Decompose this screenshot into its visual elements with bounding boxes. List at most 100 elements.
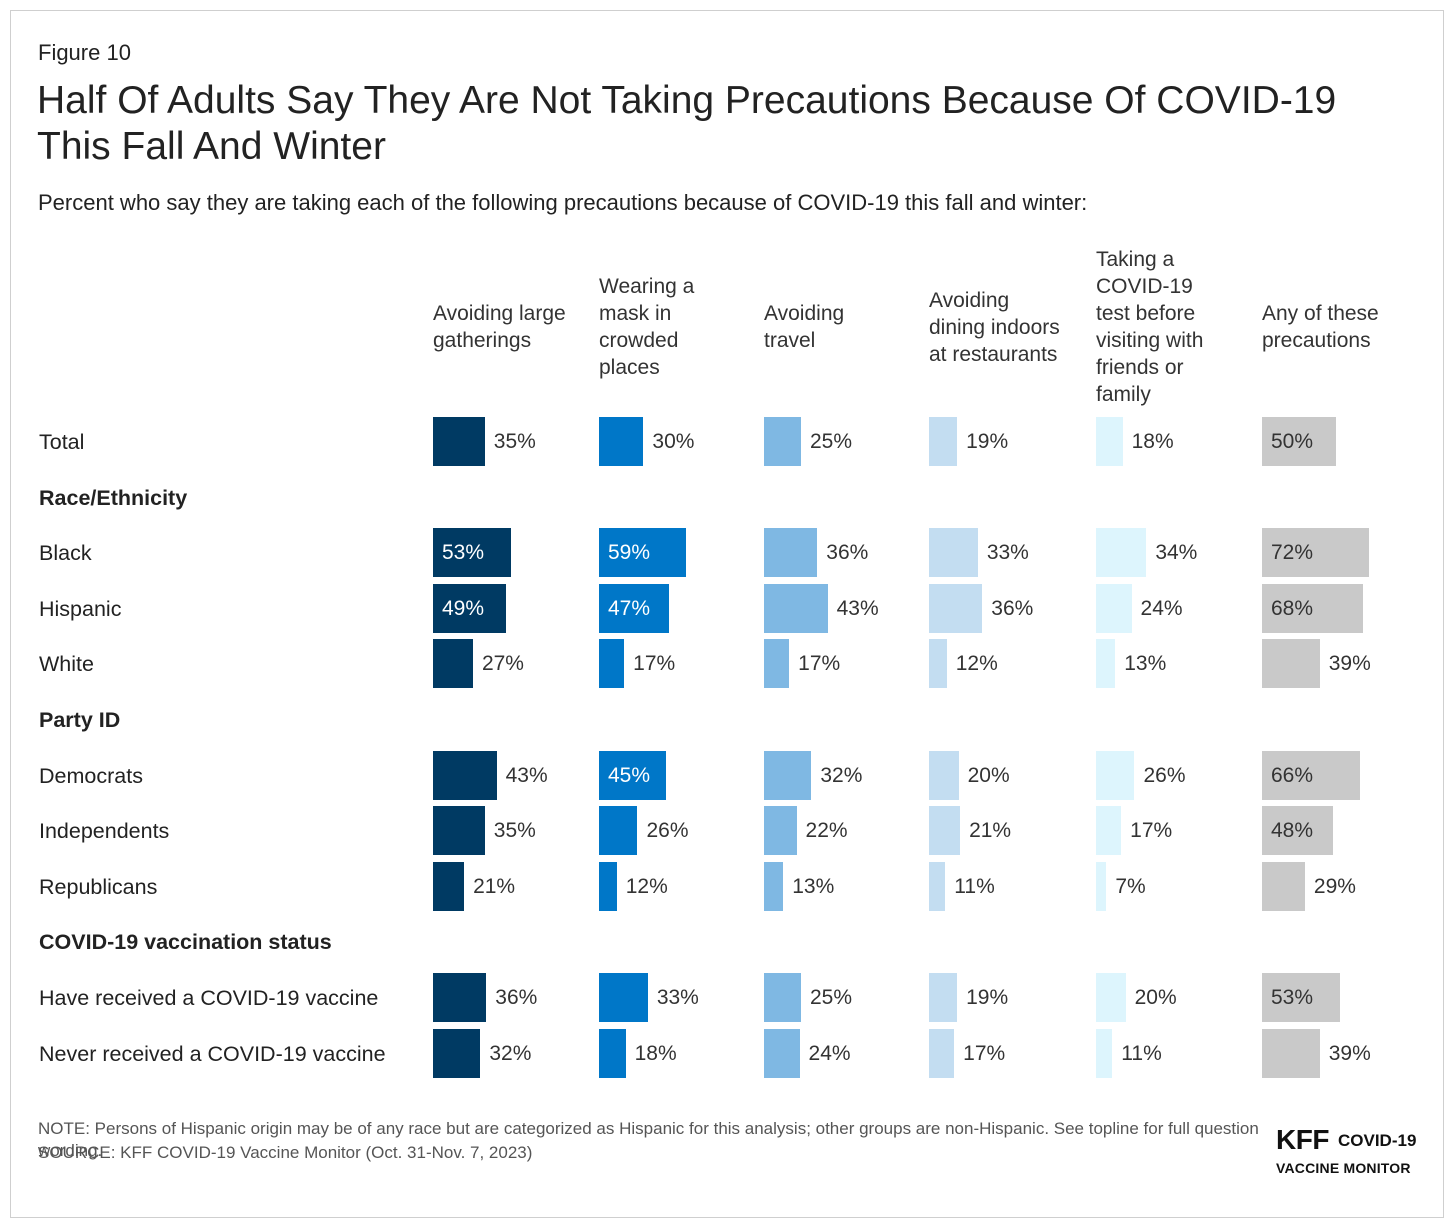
data-label: 43% (837, 596, 879, 622)
data-label: 47% (608, 596, 650, 622)
data-label: 45% (608, 763, 650, 789)
data-label: 33% (657, 985, 699, 1011)
data-label: 12% (626, 874, 668, 900)
bar (1096, 973, 1126, 1022)
row-label: Independents (39, 818, 169, 844)
data-label: 22% (806, 818, 848, 844)
bar (929, 639, 947, 688)
data-label: 12% (956, 651, 998, 677)
data-label: 29% (1314, 874, 1356, 900)
bar (929, 417, 957, 466)
logo-line2: VACCINE MONITOR (1276, 1160, 1411, 1176)
row-label: Republicans (39, 874, 157, 900)
data-label: 33% (987, 540, 1029, 566)
data-label: 34% (1155, 540, 1197, 566)
data-label: 25% (810, 985, 852, 1011)
data-label: 36% (495, 985, 537, 1011)
data-label: 21% (969, 818, 1011, 844)
data-label: 48% (1271, 818, 1313, 844)
data-label: 32% (489, 1041, 531, 1067)
bar (1096, 751, 1134, 800)
data-label: 25% (810, 429, 852, 455)
data-label: 18% (1132, 429, 1174, 455)
bar (433, 417, 485, 466)
data-label: 49% (442, 596, 484, 622)
data-label: 11% (954, 874, 994, 900)
bar (764, 417, 801, 466)
data-label: 24% (809, 1041, 851, 1067)
data-label: 36% (826, 540, 868, 566)
data-label: 26% (1143, 763, 1185, 789)
bar (1096, 639, 1115, 688)
bar (1096, 806, 1121, 855)
data-label: 35% (494, 429, 536, 455)
bar (929, 528, 978, 577)
data-label: 59% (608, 540, 650, 566)
bar (764, 862, 783, 911)
data-label: 35% (494, 818, 536, 844)
group-label: COVID-19 vaccination status (39, 929, 332, 955)
bar (1096, 584, 1132, 633)
bar (599, 806, 637, 855)
data-label: 27% (482, 651, 524, 677)
logo-brand: KFF (1276, 1124, 1329, 1156)
bar (1262, 639, 1320, 688)
bar (433, 639, 473, 688)
row-label: Have received a COVID-19 vaccine (39, 985, 378, 1011)
data-label: 26% (646, 818, 688, 844)
data-label: 32% (820, 763, 862, 789)
row-label: White (39, 651, 94, 677)
column-header: Wearing a mask in crowded places (599, 273, 759, 381)
kff-logo: KFF COVID-19 VACCINE MONITOR (1276, 1124, 1426, 1184)
column-header: Avoiding dining indoors at restaurants (929, 287, 1089, 368)
group-label: Party ID (39, 707, 120, 733)
row-label: Total (39, 429, 84, 455)
bar (1096, 862, 1106, 911)
data-label: 53% (442, 540, 484, 566)
data-label: 19% (966, 429, 1008, 455)
bar (929, 973, 957, 1022)
chart-source: SOURCE: KFF COVID-19 Vaccine Monitor (Oc… (38, 1142, 532, 1164)
data-label: 50% (1271, 429, 1313, 455)
column-header: Any of these precautions (1262, 300, 1422, 354)
bar (1096, 528, 1146, 577)
bar (764, 528, 817, 577)
bar (433, 806, 485, 855)
data-label: 19% (966, 985, 1008, 1011)
data-label: 11% (1121, 1041, 1161, 1067)
bar (599, 417, 643, 466)
bar (599, 973, 648, 1022)
data-label: 20% (968, 763, 1010, 789)
data-label: 21% (473, 874, 515, 900)
data-label: 68% (1271, 596, 1313, 622)
column-header: Avoiding large gatherings (433, 300, 593, 354)
row-label: Democrats (39, 763, 143, 789)
bar (433, 973, 486, 1022)
data-label: 20% (1135, 985, 1177, 1011)
data-label: 7% (1115, 874, 1145, 900)
bar (599, 1029, 626, 1078)
data-label: 39% (1329, 1041, 1371, 1067)
bar (599, 639, 624, 688)
data-label: 53% (1271, 985, 1313, 1011)
bar (764, 973, 801, 1022)
logo-line1: COVID-19 (1338, 1131, 1416, 1151)
data-label: 30% (652, 429, 694, 455)
bar (929, 862, 945, 911)
row-label: Hispanic (39, 596, 121, 622)
bar (764, 584, 828, 633)
bar (929, 806, 960, 855)
bar (1096, 1029, 1112, 1078)
column-header: Taking a COVID-19 test before visiting with… (1096, 246, 1256, 408)
data-label: 13% (792, 874, 834, 900)
chart-subtitle: Percent who say they are taking each of … (38, 190, 1087, 216)
bar (764, 1029, 800, 1078)
bar (599, 862, 617, 911)
row-label: Black (39, 540, 92, 566)
data-label: 72% (1271, 540, 1313, 566)
bar (1262, 1029, 1320, 1078)
data-label: 13% (1124, 651, 1166, 677)
bar (433, 1029, 480, 1078)
figure-label: Figure 10 (38, 40, 131, 66)
chart-title: Half Of Adults Say They Are Not Taking P… (37, 78, 1337, 170)
